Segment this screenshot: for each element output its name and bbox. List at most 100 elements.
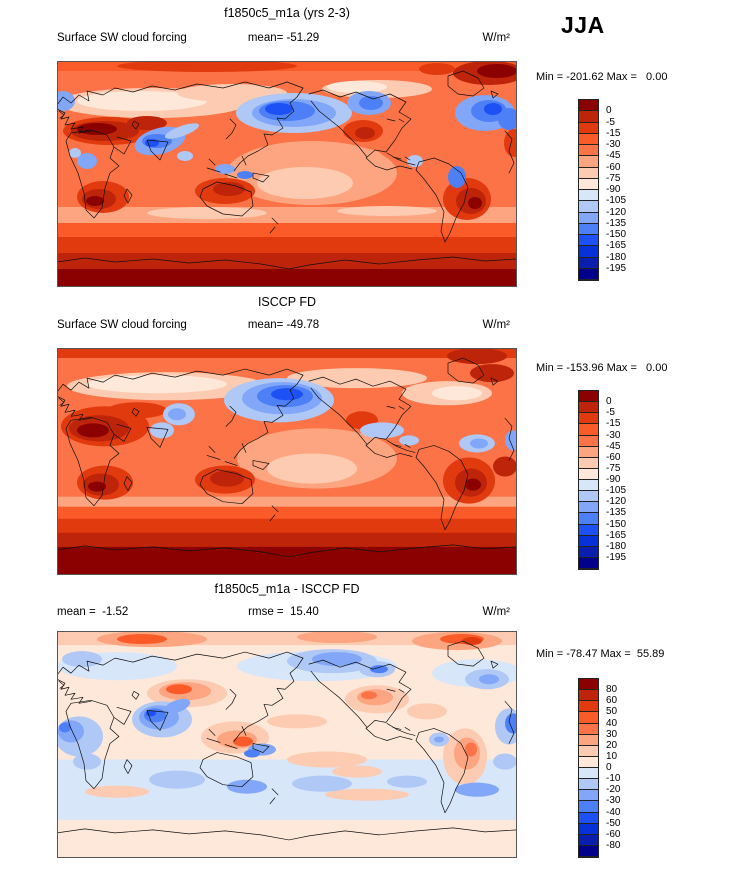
panel2-colorbar: 0 -5 -15 -30 -45 -60 -75 -90 -105 -120 -135 -150 -16… <box>578 390 626 570</box>
colorbar-tick-label: 20 <box>606 739 618 751</box>
colorbar-segment <box>579 167 598 179</box>
colorbar-tick-label: 40 <box>606 717 618 729</box>
colorbar-tick-label: -60 <box>606 451 621 463</box>
map-diff-panel <box>57 631 517 858</box>
panel1-minmax: Min = -201.62 Max = 0.00 <box>536 71 668 83</box>
panel1-header: Surface SW cloud forcing mean= -51.29 W/… <box>57 32 510 46</box>
colorbar-segment <box>579 235 598 247</box>
panel2-minmax: Min = -153.96 Max = 0.00 <box>536 362 668 374</box>
colorbar-segment <box>579 845 598 857</box>
colorbar-segment <box>579 790 598 802</box>
colorbar-tick-label: -120 <box>606 496 627 508</box>
season-label: JJA <box>561 12 605 38</box>
colorbar-segment <box>579 712 598 724</box>
colorbar-tick-label: -60 <box>606 161 621 173</box>
panel3-units-label: W/m² <box>482 606 510 618</box>
panel3-minmax: Min = -78.47 Max = 55.89 <box>536 648 665 660</box>
colorbar-tick-label: -40 <box>606 806 621 818</box>
panel2-variable-label: Surface SW cloud forcing <box>57 319 187 331</box>
colorbar-tick-label: 10 <box>606 750 618 762</box>
colorbar-tick-label: 0 <box>606 762 612 773</box>
colorbar-tick-label: -10 <box>606 773 621 785</box>
map-obs-panel <box>57 348 517 575</box>
colorbar-segment <box>579 756 598 768</box>
colorbar-tick-label: -105 <box>606 195 627 207</box>
panel3-mean-label: mean = -1.52 <box>57 606 129 618</box>
colorbar-segment <box>579 701 598 713</box>
colorbar-segment <box>579 413 598 425</box>
colorbar-segment <box>579 424 598 436</box>
colorbar-segment <box>579 823 598 835</box>
colorbar-tick-label: 80 <box>606 684 618 696</box>
colorbar-segment <box>579 745 598 757</box>
map-model-panel <box>57 61 517 287</box>
colorbar-tick-label: 30 <box>606 728 618 740</box>
colorbar-tick-label: -135 <box>606 507 627 519</box>
colorbar-segment <box>579 402 598 414</box>
colorbar-tick-label: -15 <box>606 127 621 139</box>
colorbar-tick-label: -30 <box>606 429 621 441</box>
panel3-colorbar: 80 60 50 40 30 20 10 0 -10 -20 -30 -40 -50 -60 -80 <box>578 678 620 858</box>
colorbar-segment <box>579 391 598 403</box>
panel1-title: f1850c5_m1a (yrs 2-3) <box>224 6 350 20</box>
colorbar-tick-label: -15 <box>606 418 621 430</box>
panel2-header: Surface SW cloud forcing mean= -49.78 W/… <box>57 319 510 333</box>
colorbar-segment <box>579 535 598 547</box>
colorbar-tick-label: 60 <box>606 695 618 707</box>
colorbar-tick-label: -5 <box>606 407 615 419</box>
colorbar-segment <box>579 557 598 569</box>
colorbar-segment <box>579 690 598 702</box>
colorbar-tick-label: -195 <box>606 262 627 274</box>
colorbar-segment <box>579 257 598 269</box>
panel1-mean-label: mean= -51.29 <box>247 32 320 44</box>
colorbar-segment <box>579 457 598 469</box>
colorbar-segment <box>579 268 598 280</box>
colorbar-segment <box>579 111 598 123</box>
colorbar-tick-label: -180 <box>606 251 627 263</box>
colorbar-segment <box>579 524 598 536</box>
colorbar-tick-label: -50 <box>606 817 621 829</box>
colorbar-segment <box>579 812 598 824</box>
panel3-title: f1850c5_m1a - ISCCP FD <box>214 582 360 596</box>
colorbar-tick-label: -5 <box>606 116 615 128</box>
colorbar-tick-label: -150 <box>606 229 627 240</box>
panel3-header: mean = -1.52 rmse = 15.40 W/m² <box>57 606 510 620</box>
colorbar-segment <box>579 223 598 235</box>
colorbar-segment <box>579 212 598 224</box>
colorbar-segment <box>579 122 598 134</box>
colorbar-segment <box>579 734 598 746</box>
colorbar-tick-label: -90 <box>606 474 621 485</box>
colorbar-segment <box>579 446 598 458</box>
colorbar-tick-label: -30 <box>606 139 621 150</box>
colorbar-segment <box>579 779 598 791</box>
colorbar-tick-label: -90 <box>606 184 621 195</box>
colorbar-segment <box>579 546 598 558</box>
colorbar-tick-label: -45 <box>606 150 621 162</box>
panel1-variable-label: Surface SW cloud forcing <box>57 32 187 44</box>
colorbar-tick-label: -195 <box>606 551 627 563</box>
colorbar-tick-label: -165 <box>606 240 627 252</box>
colorbar-segment <box>579 100 598 112</box>
colorbar-segment <box>579 801 598 813</box>
colorbar-tick-label: -75 <box>606 172 621 184</box>
panel2-title: ISCCP FD <box>257 295 317 309</box>
colorbar-tick-label: -75 <box>606 462 621 474</box>
colorbar-segment <box>579 133 598 145</box>
colorbar-segment <box>579 480 598 492</box>
panel1-colorbar: 0 -5 -15 -30 -45 -60 -75 -90 -105 -120 -135 -150 -16… <box>578 99 626 281</box>
colorbar-segment <box>579 190 598 202</box>
colorbar-segment <box>579 723 598 735</box>
colorbar-tick-label: -105 <box>606 485 627 497</box>
colorbar-segment <box>579 513 598 525</box>
colorbar-tick-label: -45 <box>606 440 621 452</box>
colorbar-tick-label: -20 <box>606 784 621 796</box>
panel2-units-label: W/m² <box>482 319 510 331</box>
colorbar-segment <box>579 156 598 168</box>
colorbar-segment <box>579 435 598 447</box>
colorbar-tick-label: -180 <box>606 540 627 552</box>
colorbar-tick-label: -150 <box>606 518 627 530</box>
colorbar-tick-label: -30 <box>606 795 621 807</box>
colorbar-tick-label: -165 <box>606 529 627 541</box>
colorbar-segment <box>579 468 598 480</box>
